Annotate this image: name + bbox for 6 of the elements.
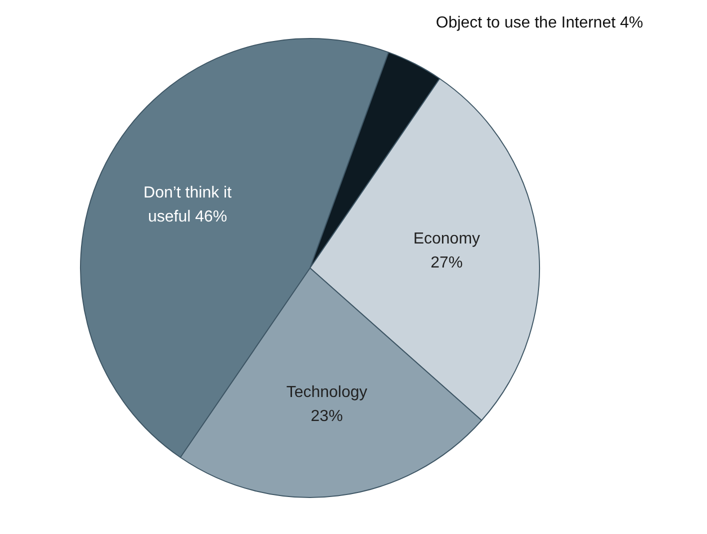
data-label: 23% bbox=[310, 408, 343, 426]
slice-label: Economy bbox=[413, 230, 480, 248]
slice-label: Object to use the Internet 4% bbox=[436, 14, 644, 32]
data-label: 27% bbox=[430, 254, 463, 272]
slice-label: Don’t think it useful 46% bbox=[144, 184, 232, 226]
slice-label: Technology bbox=[286, 384, 368, 402]
